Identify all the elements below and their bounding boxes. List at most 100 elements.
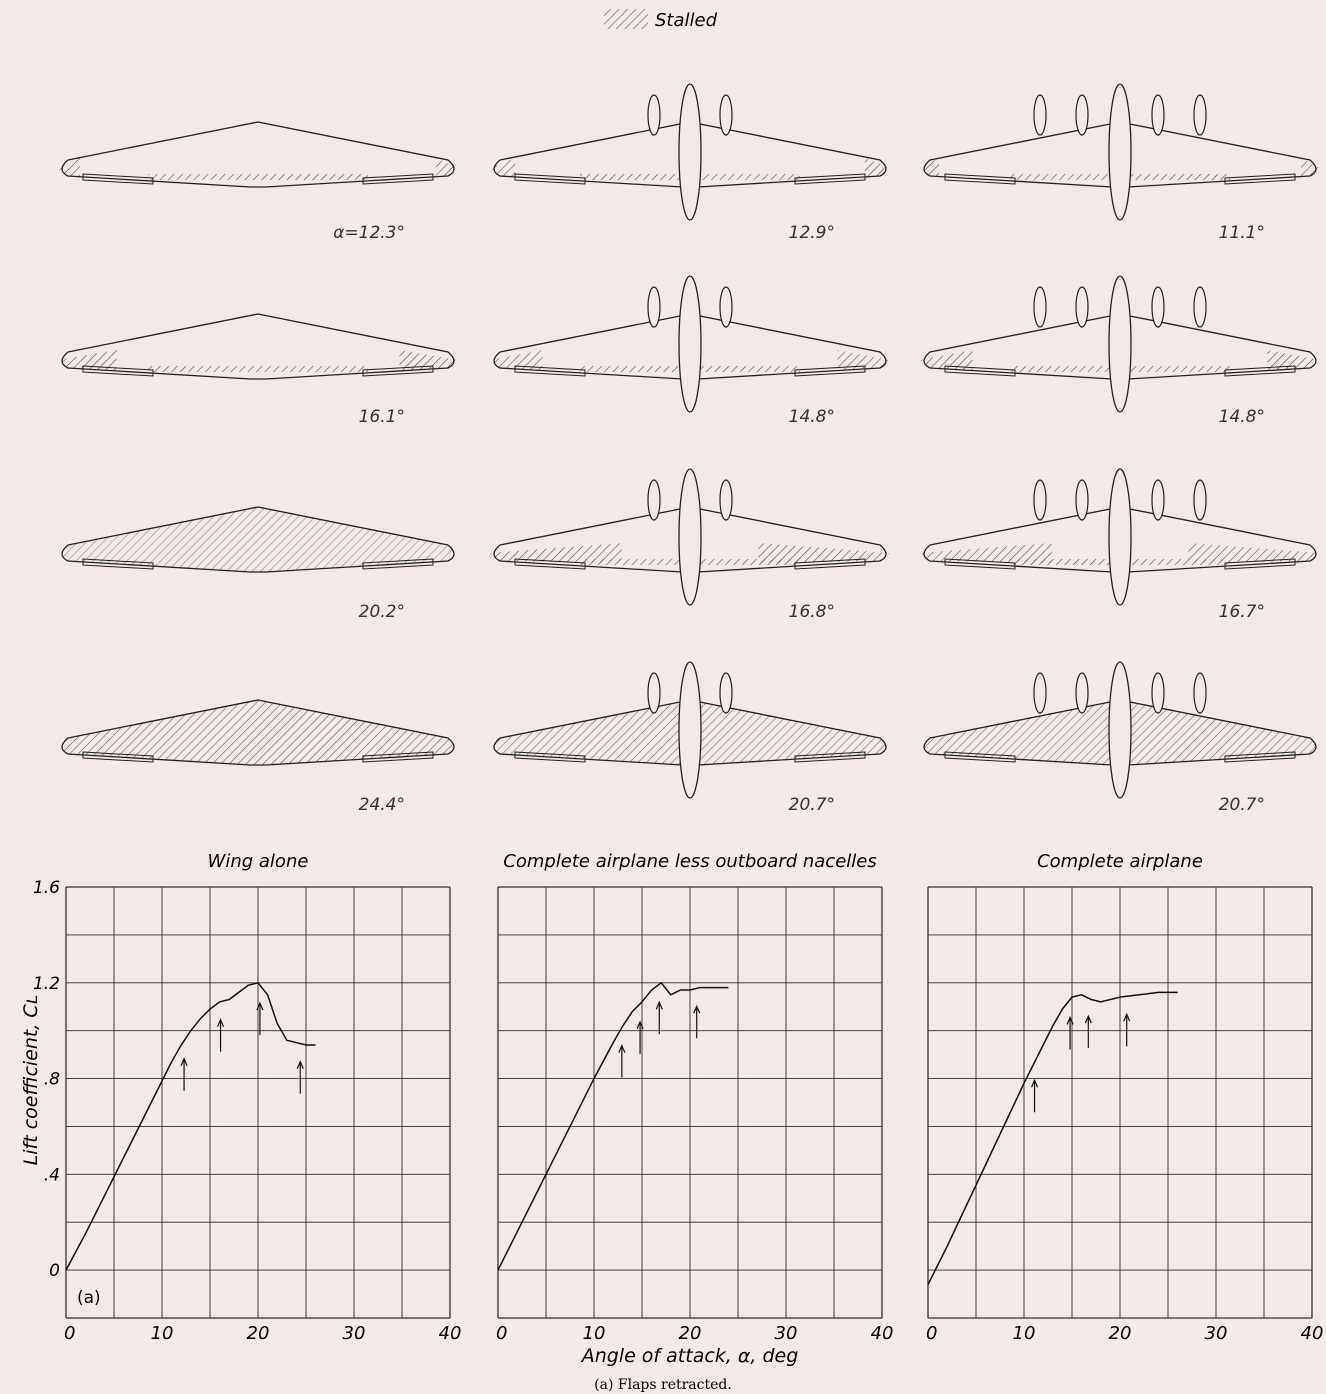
sketch-label-1-3: 20.7°: [789, 795, 835, 815]
chart-panel-1: 0 10 20 30 40: [496, 886, 894, 1344]
stalled-region: [148, 366, 368, 372]
stalled-region: [837, 350, 890, 370]
wing-outline: [61, 699, 455, 766]
x-tick-label: 20: [247, 1323, 270, 1344]
flap-outline: [944, 558, 1296, 570]
flap-outline: [82, 365, 434, 377]
x-axis-label: Angle of attack, α, deg: [580, 1345, 799, 1367]
fuselage: [1108, 83, 1132, 221]
planform-sketch-1-0: [490, 83, 890, 221]
nacelle: [1033, 479, 1047, 521]
column-title-wing-alone: Wing alone: [208, 851, 309, 872]
column-title-less-outboard: Complete airplane less outboard nacelles: [503, 851, 876, 872]
x-tick-label: 10: [151, 1323, 174, 1344]
lift-curve: [65, 981, 316, 1271]
stalled-region: [58, 158, 81, 178]
planform-sketch-1-1: [490, 275, 890, 413]
y-tick-label: 1.6: [33, 878, 60, 898]
nacelle: [1075, 286, 1089, 328]
nacelle: [647, 672, 661, 714]
fuselage: [678, 275, 702, 413]
x-tick-label: 30: [1205, 1323, 1228, 1344]
sketch-label-0-2: 20.2°: [359, 602, 405, 622]
nacelle: [1193, 672, 1207, 714]
flap-outline: [944, 751, 1296, 763]
lift-charts: 0 10 20 30 40 0 .4 .8 1.2 1.6 0 10 20 30 40 0 10 20 30 40: [33, 878, 1324, 1344]
wing-outline: [493, 699, 887, 766]
planform-sketch-0-3: [61, 699, 455, 766]
y-tick-label: .8: [44, 1070, 60, 1090]
stall-arrow-head: [1123, 1012, 1131, 1022]
planform-sketches: α=12.3° 16.1° 20.2° 24.4° 12.9° 14.8° 16.8° 20.…: [58, 83, 1320, 815]
nacelle: [1075, 479, 1089, 521]
x-tick-label: 40: [871, 1323, 894, 1344]
sketch-label-0-0: α=12.3°: [333, 223, 405, 243]
x-tick-label: 10: [1013, 1323, 1036, 1344]
stall-arrow-head: [180, 1057, 188, 1066]
x-tick-label: 0: [926, 1323, 937, 1344]
nacelle: [1033, 94, 1047, 136]
panel-tag: (a): [77, 1288, 101, 1308]
nacelle: [1151, 672, 1165, 714]
nacelle: [719, 479, 733, 521]
nacelle: [647, 479, 661, 521]
flap-outline: [82, 173, 434, 185]
stalled-region: [1188, 543, 1320, 563]
x-tick-label: 20: [1109, 1323, 1132, 1344]
legend-stalled-label: Stalled: [655, 10, 718, 31]
wing-outline: [61, 506, 455, 573]
stalled-region: [920, 350, 973, 370]
wing-outline: [923, 121, 1317, 188]
x-tick-label: 40: [1301, 1323, 1324, 1344]
wing-outline: [493, 121, 887, 188]
nacelle: [719, 672, 733, 714]
stalled-region: [1300, 158, 1320, 178]
nacelle: [1193, 479, 1207, 521]
x-tick-label: 40: [439, 1323, 462, 1344]
flap-outline: [514, 751, 866, 763]
sketch-label-2-2: 16.7°: [1219, 602, 1265, 622]
flap-outline: [944, 365, 1296, 377]
stall-arrow-head: [296, 1060, 304, 1069]
fuselage: [1108, 275, 1132, 413]
planform-sketch-2-1: [920, 275, 1320, 413]
x-tick-label: 20: [679, 1323, 702, 1344]
nacelle: [1193, 94, 1207, 136]
x-tick-label: 30: [343, 1323, 366, 1344]
wing-outline: [493, 506, 887, 573]
planform-sketch-2-2: [920, 468, 1320, 606]
fuselage: [678, 468, 702, 606]
legend: Stalled: [604, 9, 718, 31]
nacelle: [1075, 672, 1089, 714]
y-tick-label: 1.2: [33, 974, 60, 994]
nacelle: [1033, 286, 1047, 328]
sketch-label-2-3: 20.7°: [1219, 795, 1265, 815]
nacelle: [1033, 672, 1047, 714]
stall-arrow-head: [217, 1018, 225, 1027]
wing-outline: [923, 506, 1317, 573]
stall-arrow-head: [636, 1020, 644, 1030]
stalled-region: [58, 350, 117, 370]
y-tick-label: 0: [49, 1261, 60, 1281]
wing-outline: [61, 121, 455, 188]
stall-arrow-head: [618, 1044, 626, 1053]
sketch-label-1-0: 12.9°: [789, 223, 835, 243]
fuselage: [1108, 468, 1132, 606]
fuselage: [678, 661, 702, 799]
stalled-region: [490, 543, 622, 563]
nacelle: [1193, 286, 1207, 328]
fuselage: [1108, 661, 1132, 799]
wing-outline: [493, 313, 887, 380]
chart-panel-2: 0 10 20 30 40: [926, 886, 1324, 1344]
x-tick-label: 0: [64, 1323, 75, 1344]
sketch-label-2-0: 11.1°: [1219, 223, 1265, 243]
planform-sketch-0-1: [58, 313, 458, 380]
flap-outline: [82, 751, 434, 763]
stalled-region: [758, 543, 890, 563]
x-tick-label: 0: [496, 1323, 507, 1344]
flap-outline: [514, 365, 866, 377]
stall-arrow-head: [1066, 1016, 1074, 1025]
sketch-label-1-2: 16.8°: [789, 602, 835, 622]
lift-curve: [927, 991, 1178, 1285]
